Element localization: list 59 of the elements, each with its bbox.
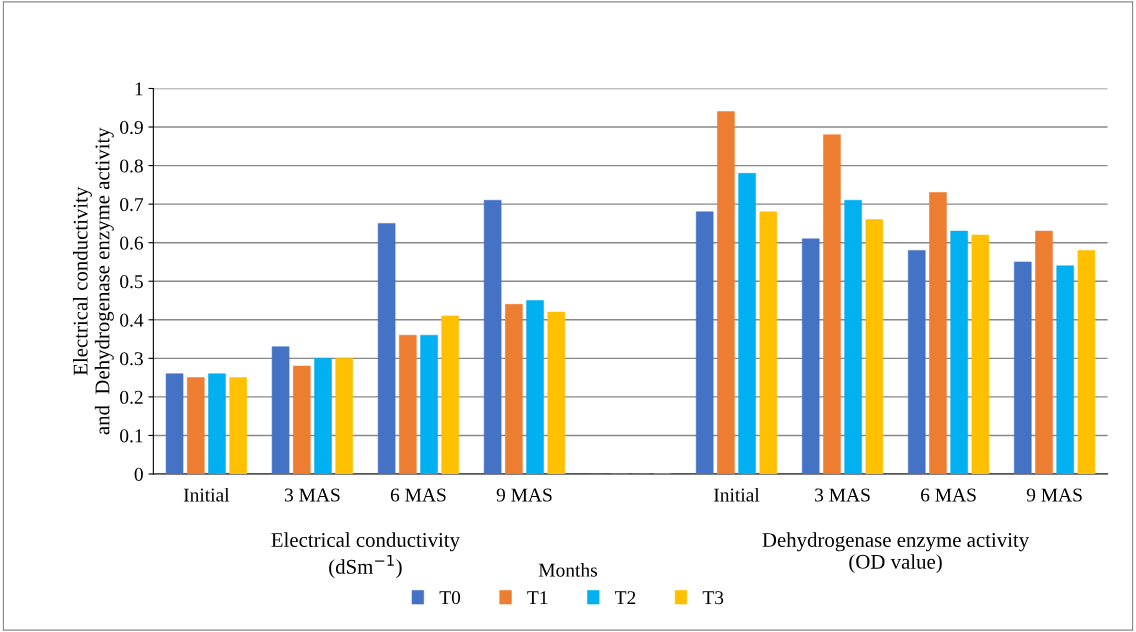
bar bbox=[717, 111, 735, 474]
bar bbox=[1056, 265, 1074, 474]
bar bbox=[483, 200, 502, 474]
bar bbox=[441, 315, 459, 474]
bar bbox=[738, 173, 756, 474]
bar bbox=[526, 300, 544, 474]
legend-title: Months bbox=[538, 563, 598, 577]
bar bbox=[420, 334, 438, 474]
x-tick-label: 9 MAS bbox=[1026, 488, 1082, 502]
x-tick-label: Initial bbox=[183, 487, 230, 502]
bar bbox=[971, 234, 990, 474]
y-tick-label: 0.5 bbox=[120, 275, 143, 289]
bar bbox=[293, 365, 311, 474]
y-tick-label: 0.9 bbox=[120, 120, 143, 135]
y-tick-label: 0.7 bbox=[120, 197, 144, 212]
bar bbox=[335, 358, 353, 474]
x-tick-label: 9 MAS bbox=[496, 488, 552, 502]
bar bbox=[865, 219, 884, 474]
bar bbox=[314, 358, 332, 474]
bar bbox=[1035, 230, 1053, 474]
bar bbox=[271, 346, 290, 474]
bar bbox=[547, 311, 566, 474]
y-tick-label: 1 bbox=[135, 82, 143, 96]
legend-label: T2 bbox=[615, 591, 636, 605]
legend-label: T1 bbox=[527, 591, 548, 605]
legend-label: T0 bbox=[439, 591, 461, 605]
bar bbox=[1077, 250, 1096, 474]
legend-label: T3 bbox=[702, 591, 724, 605]
bar bbox=[1014, 261, 1032, 474]
bar bbox=[950, 230, 968, 474]
x-tick-label: 3 MAS bbox=[284, 488, 340, 502]
y-tick-label: 0.8 bbox=[120, 159, 143, 173]
x-tick-label: 3 MAS bbox=[815, 488, 870, 502]
y-tick-label: 0 bbox=[134, 467, 143, 481]
bar bbox=[907, 250, 926, 474]
bar bbox=[844, 200, 862, 474]
x-tick-label: 6 MAS bbox=[390, 488, 446, 502]
bar bbox=[801, 238, 820, 474]
bar bbox=[165, 373, 184, 474]
y-axis-title: Electrical conductivity and Dehydrogenase enzyme activity bbox=[72, 127, 114, 435]
bar bbox=[187, 377, 205, 474]
bar bbox=[229, 377, 247, 474]
text: Dehydrogenase enzyme activity (OD value) bbox=[762, 532, 1030, 574]
bar bbox=[759, 211, 778, 474]
bar bbox=[505, 304, 523, 474]
y-tick-label: 0.1 bbox=[120, 429, 143, 443]
x-tick-label: 6 MAS bbox=[921, 488, 976, 502]
y-tick-label: 0.3 bbox=[120, 352, 143, 366]
bar bbox=[695, 211, 714, 474]
bar bbox=[929, 192, 947, 474]
x-tick-label: Initial bbox=[713, 487, 760, 502]
bar bbox=[399, 334, 417, 474]
y-tick-label: 0.6 bbox=[120, 236, 144, 250]
y-tick-label: 0.2 bbox=[120, 390, 143, 404]
bar bbox=[823, 134, 841, 474]
bar bbox=[377, 223, 396, 474]
text: Electrical conductivity (dSm$^{−1}$) bbox=[271, 532, 460, 579]
bar bbox=[208, 373, 226, 474]
y-tick-label: 0.4 bbox=[120, 313, 144, 327]
